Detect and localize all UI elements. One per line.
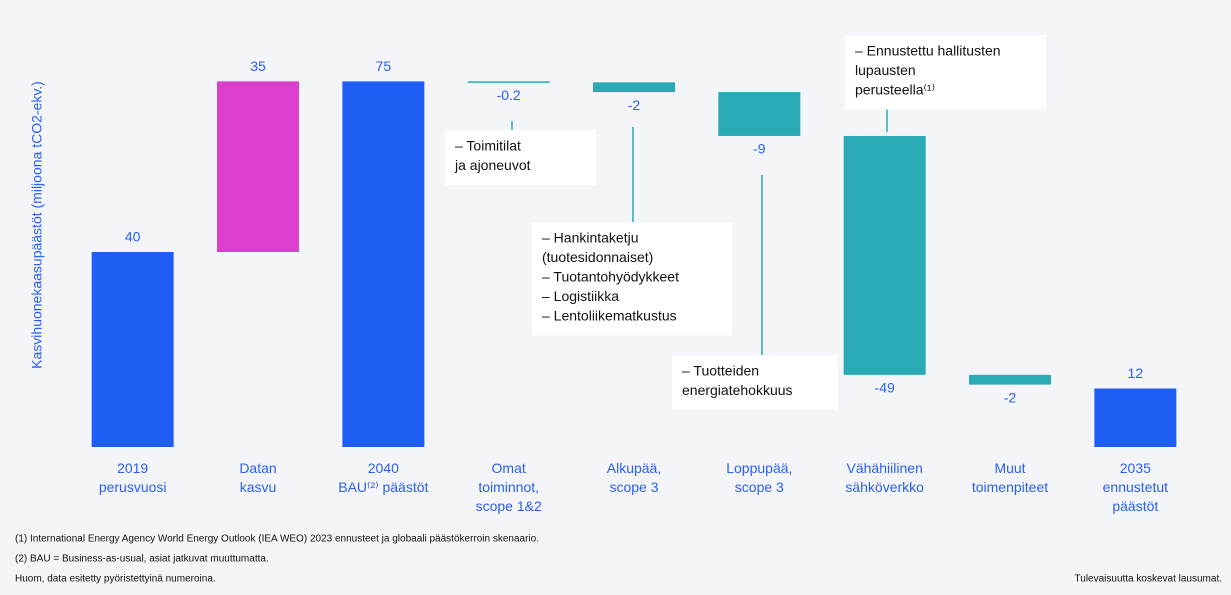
value-label: -2 <box>1004 389 1017 405</box>
bar <box>467 81 550 83</box>
x-tick-label: Vähähiilinen sähköverkko <box>845 460 924 495</box>
annotation-text: – Toimitilat <box>455 138 521 154</box>
value-label: 12 <box>1128 365 1144 381</box>
x-tick-label: Datan kasvu <box>239 460 276 495</box>
bar <box>843 135 926 375</box>
bar <box>91 252 174 447</box>
annotation-text: – Ennustettu hallitusten <box>855 43 1001 59</box>
annotation-text: – Tuotantohyödykkeet <box>542 269 679 285</box>
value-label: 40 <box>125 229 141 245</box>
bar <box>593 82 675 93</box>
disclaimer: Tulevaisuutta koskevat lausumat. <box>1075 574 1222 585</box>
bar <box>718 92 801 136</box>
value-label: -0.2 <box>497 87 521 103</box>
footnote: (2) BAU = Business-as-usual, asiat jatku… <box>15 554 269 565</box>
annotation-box <box>845 35 1046 110</box>
annotation-text: – Logistiikka <box>542 288 619 304</box>
value-label: -2 <box>628 97 641 113</box>
value-label: -9 <box>753 141 766 157</box>
annotation-text: perusteella⁽¹⁾ <box>855 82 935 98</box>
annotation-text: ja ajoneuvot <box>454 157 531 173</box>
bar <box>1094 388 1177 447</box>
x-tick-label: Loppupää, scope 3 <box>726 460 792 495</box>
bar <box>217 81 299 252</box>
y-axis-label: Kasvihuonekaasupäästöt (miljoona tCO2-ek… <box>29 81 45 369</box>
annotation-text: energiatehokkuus <box>682 382 793 398</box>
bar <box>342 81 425 447</box>
annotation-text: – Tuotteiden <box>682 363 759 379</box>
annotation-text: – Lentoliikematkustus <box>542 308 677 324</box>
x-tick-label: 2040 BAU⁽²⁾ päästöt <box>338 460 428 495</box>
x-tick-label: 2019 perusvuosi <box>99 460 167 495</box>
annotation-box <box>672 355 838 410</box>
annotation-box <box>445 130 596 185</box>
annotation-box <box>532 222 732 336</box>
value-label: 35 <box>250 58 266 74</box>
annotation-text: – Hankintaketju <box>542 230 639 246</box>
annotation-text: lupausten <box>855 62 916 78</box>
x-tick-label: Muut toimenpiteet <box>972 460 1048 495</box>
footnote: (1) International Energy Agency World En… <box>15 534 539 545</box>
annotation-text: (tuotesidonnaiset) <box>542 249 653 265</box>
x-tick-label: Alkupää, scope 3 <box>607 460 661 495</box>
footnote: Huom, data esitetty pyöristettyinä numer… <box>15 574 216 585</box>
value-label: 75 <box>376 58 392 74</box>
value-label: -49 <box>875 380 895 396</box>
bar <box>969 374 1051 385</box>
x-tick-label: 2035 ennustetut päästöt <box>1103 460 1168 514</box>
x-tick-label: Omat toiminnot, scope 1&2 <box>476 460 542 514</box>
